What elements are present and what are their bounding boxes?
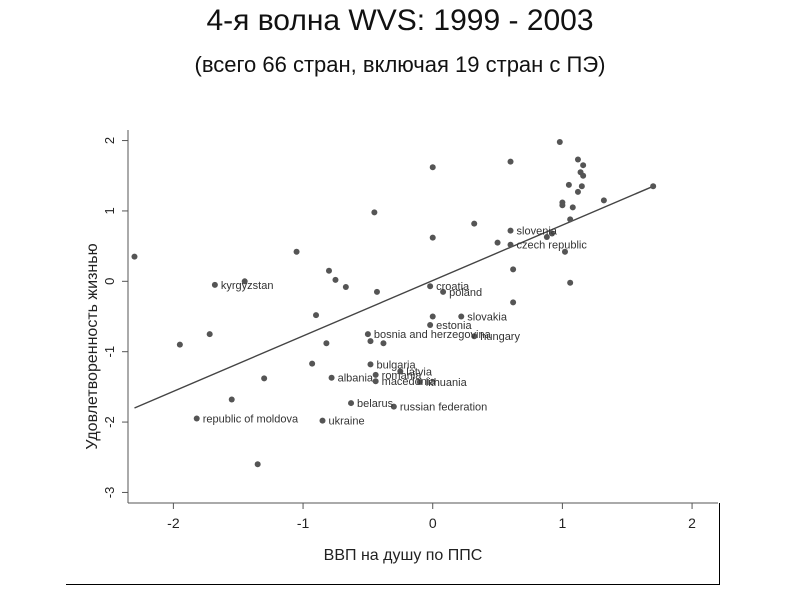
point-label: romania [382,370,423,382]
data-point [367,338,374,345]
data-point [549,230,556,237]
data-point [211,281,218,288]
point-label: croatia [436,281,470,293]
data-point [569,204,576,211]
page-title: 4-я волна WVS: 1999 - 2003 [206,4,594,37]
data-point [507,241,514,248]
data-point [372,378,379,385]
point-label: macedonia [382,376,437,388]
data-point [574,156,581,163]
point-label: hungary [480,331,520,343]
data-point [543,233,550,240]
point-label: poland [449,287,482,299]
data-point [325,267,332,274]
x-tick-label: 0 [429,515,437,531]
data-point [556,138,563,145]
data-point [348,400,355,407]
x-tick-label: -1 [297,515,310,531]
data-point [510,266,517,273]
data-point [371,209,378,216]
data-point [367,361,374,368]
x-tick-label: -2 [167,515,180,531]
data-point [471,333,478,340]
y-tick-label: -3 [102,487,117,499]
data-point [567,279,574,286]
data-point [580,172,587,179]
data-point [600,197,607,204]
data-point [131,253,138,260]
y-tick-label: -2 [102,416,117,428]
point-label: bulgaria [376,359,416,371]
data-point [373,288,380,295]
data-point [440,288,447,295]
data-point [559,202,566,209]
data-point [416,378,423,385]
data-point [507,158,514,165]
point-label: slovenia [517,226,558,238]
point-label: russian federation [400,402,487,414]
y-tick-label: -1 [102,346,117,358]
data-point [429,313,436,320]
data-point [364,331,371,338]
point-label: bosnia and herzegovina [374,329,492,341]
point-label: latvia [406,366,433,378]
y-tick-label: 1 [102,207,117,214]
data-point [313,312,320,319]
point-label: republic of moldova [203,414,299,426]
data-point [397,368,404,375]
data-point [342,283,349,290]
point-label: albania [338,373,374,385]
data-point [471,220,478,227]
data-point [332,276,339,283]
data-point [565,181,572,188]
data-point [254,461,261,468]
data-point [323,340,330,347]
data-point [261,375,268,382]
data-point [580,162,587,169]
data-point [319,417,326,424]
data-point [507,227,514,234]
point-label: estonia [436,320,472,332]
slide-right-rule [719,503,720,585]
data-point [228,396,235,403]
data-point [390,403,397,410]
point-label: lithuania [426,377,468,389]
slide-bottom-rule [66,584,720,585]
data-point [206,331,213,338]
x-axis-title: ВВП на душу по ППС [324,547,483,564]
data-point [380,340,387,347]
point-label: belarus [357,398,394,410]
data-point [372,371,379,378]
data-point [293,248,300,255]
data-point [510,299,517,306]
fit-line [134,185,654,409]
y-tick-label: 0 [102,278,117,285]
data-point [494,239,501,246]
data-point [458,313,465,320]
data-point [193,415,200,422]
page-subtitle: (всего 66 стран, включая 19 стран с ПЭ) [194,52,606,77]
data-point [427,321,434,328]
y-tick-label: 2 [102,137,117,144]
data-point [574,188,581,195]
data-point [567,216,574,223]
point-label: czech republic [517,240,588,252]
data-point [176,341,183,348]
data-point [650,183,657,190]
data-point [561,248,568,255]
data-point [578,183,585,190]
x-tick-label: 2 [688,515,696,531]
data-point [328,374,335,381]
point-label: slovakia [467,312,508,324]
data-point [427,283,434,290]
x-tick-label: 1 [558,515,566,531]
y-axis-title: Удовлетворенность жизнью [84,243,101,449]
data-point [429,234,436,241]
point-label: ukraine [329,416,365,428]
data-point [241,278,248,285]
data-point [429,164,436,171]
point-label: kyrgyzstan [221,280,274,292]
data-point [309,360,316,367]
